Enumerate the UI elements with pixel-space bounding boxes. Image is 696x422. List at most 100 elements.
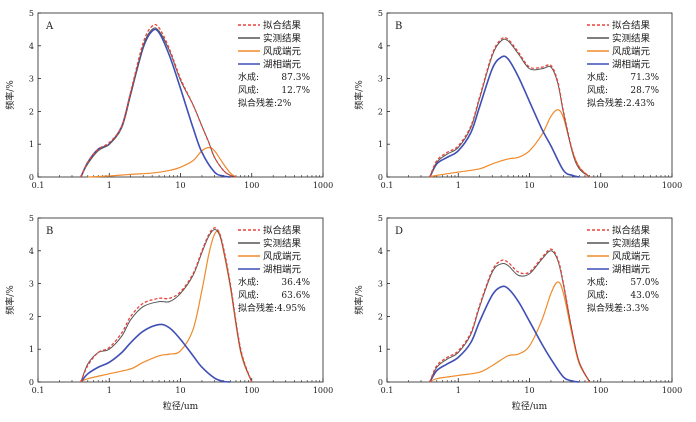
stat-value: 71.3% [630,73,659,83]
stat-value: 87.3% [281,73,310,83]
legend-label: 风成端元 [612,46,651,58]
stat-value: 28.7% [630,86,659,96]
panel-label: B [395,21,402,32]
fit-curve [429,36,591,178]
x-tick-label: 100 [244,386,259,395]
stat-label: 水成: [238,276,259,288]
stat-label: 风成: [238,289,259,301]
y-tick-label: 4 [378,42,383,51]
stat-label: 拟合残差:2% [238,97,292,109]
stat-label: 风成: [587,84,608,96]
x-tick-label: 10 [524,386,534,395]
lacustrine-curve [429,55,580,178]
legend-label: 湖相端元 [263,264,302,276]
legend-label: 湖相端元 [612,59,651,71]
aeolian-curve [80,230,253,383]
stat-value: 43.0% [630,291,659,301]
stat-label: 风成: [587,289,608,301]
y-tick-label: 2 [29,107,34,116]
y-tick-label: 1 [378,140,383,149]
y-tick-label: 5 [29,9,34,18]
measured-curve [80,228,253,383]
legend-label: 湖相端元 [612,264,651,276]
legend-label: 实测结果 [612,33,651,45]
x-tick-label: 1000 [662,181,682,190]
y-tick-label: 0 [378,378,383,387]
x-tick-label: 1 [107,181,112,190]
y-tick-label: 5 [29,214,34,223]
chart-panel-4: 0 1 2 3 4 5 0.1 1 10 100 1000 频率/% 粒径/um D 拟合结果实测结果风成端… [353,214,682,412]
x-tick-label: 1 [456,386,461,395]
chart-panel-1: 0 1 2 3 4 5 0.1 1 10 100 1000 频率/% A 拟合结果实测结果风成端元湖相端元… [4,9,333,190]
stat-label: 风成: [238,84,259,96]
legend-label: 湖相端元 [263,59,302,71]
y-tick-label: 4 [378,247,383,256]
y-tick-label: 2 [29,312,34,321]
y-axis-title: 频率/% [4,80,16,110]
chart-panel-2: 0 1 2 3 4 5 0.1 1 10 100 1000 频率/% B 拟合结果实测结果风成端元湖相端元… [353,9,682,190]
y-axis-title: 频率/% [353,285,365,315]
x-tick-label: 10 [175,181,185,190]
x-tick-label: 0.1 [32,386,45,395]
x-tick-label: 0.1 [32,181,45,190]
y-tick-label: 4 [29,247,34,256]
legend-label: 风成端元 [263,251,302,263]
stat-label: 拟合残差:4.95% [238,302,306,314]
legend-label: 拟合结果 [263,225,302,237]
y-tick-label: 5 [378,214,383,223]
legend-label: 拟合结果 [263,20,302,32]
y-axis-title: 频率/% [4,285,16,315]
x-tick-label: 1000 [313,386,333,395]
stat-value: 12.7% [281,86,310,96]
x-tick-label: 10 [175,386,185,395]
y-tick-label: 1 [378,345,383,354]
x-tick-label: 100 [593,386,608,395]
aeolian-curve [429,281,591,383]
fit-curve [429,248,591,383]
panel-label: A [45,21,54,32]
x-tick-label: 1000 [662,386,682,395]
fit-curve [80,227,253,383]
y-tick-label: 3 [29,75,34,84]
x-tick-label: 0.1 [381,386,394,395]
legend-label: 风成端元 [612,251,651,263]
x-tick-label: 1000 [313,181,333,190]
measured-curve [429,38,591,178]
stat-label: 水成: [238,71,259,83]
y-tick-label: 3 [29,280,34,289]
y-tick-label: 3 [378,280,383,289]
measured-curve [429,250,591,383]
panel-label: B [46,226,53,237]
y-tick-label: 2 [378,312,383,321]
y-tick-label: 5 [378,9,383,18]
aeolian-curve [87,146,237,178]
chart-panel-3: 0 1 2 3 4 5 0.1 1 10 100 1000 频率/% 粒径/um B 拟合结果实测结果风成端… [4,214,333,412]
x-axis-title: 粒径/um [512,400,548,412]
stat-label: 水成: [587,71,608,83]
lacustrine-curve [429,285,580,383]
y-tick-label: 0 [378,173,383,182]
stat-value: 63.6% [281,291,310,301]
x-tick-label: 1 [107,386,112,395]
stat-value: 57.0% [630,278,659,288]
y-tick-label: 3 [378,75,383,84]
panel-label: D [395,226,403,237]
lacustrine-curve [80,323,231,383]
legend-label: 实测结果 [263,33,302,45]
y-tick-label: 2 [378,107,383,116]
y-tick-label: 1 [29,140,34,149]
stat-label: 拟合残差:3.3% [587,302,649,314]
x-tick-label: 0.1 [381,181,394,190]
lacustrine-curve [80,28,231,178]
x-tick-label: 100 [244,181,259,190]
legend-label: 拟合结果 [612,20,651,32]
x-tick-label: 1 [456,181,461,190]
y-tick-label: 0 [29,378,34,387]
legend-label: 风成端元 [263,46,302,58]
measured-curve [80,27,237,178]
stat-value: 36.4% [281,278,310,288]
y-tick-label: 1 [29,345,34,354]
x-tick-label: 100 [593,181,608,190]
legend-label: 实测结果 [612,238,651,250]
